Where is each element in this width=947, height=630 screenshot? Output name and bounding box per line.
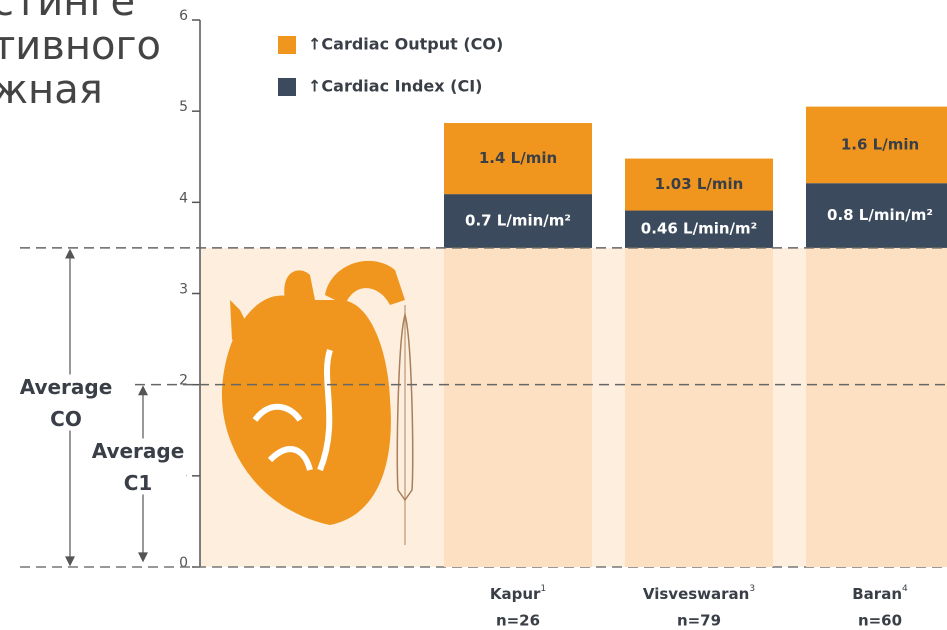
y-tick-label: 3 — [179, 282, 188, 298]
category-name: Kapur — [490, 585, 541, 603]
background-text: тивного — [0, 23, 161, 69]
segment-label: 0.7 L/min/m² — [465, 212, 571, 230]
y-tick-label: 5 — [179, 99, 188, 115]
arrow-head — [66, 250, 74, 258]
legend-swatch — [278, 36, 296, 54]
footnote: 1 — [540, 584, 546, 594]
x-tick-label: Kapur1 — [490, 584, 546, 603]
segment-label: 1.03 L/min — [655, 175, 744, 193]
segment-label: 0.8 L/min/m² — [827, 206, 933, 224]
sample-size: n=79 — [677, 612, 721, 630]
sample-size: n=26 — [496, 612, 540, 630]
bar-column — [444, 248, 592, 567]
sample-size: n=60 — [858, 612, 902, 630]
footnote: 4 — [902, 584, 908, 594]
legend-swatch — [278, 78, 296, 96]
y-tick-label: 2 — [179, 373, 188, 389]
category-name: Baran — [852, 585, 902, 603]
bar-column — [806, 248, 947, 567]
legend-label: ↑Cardiac Output (CO) — [308, 35, 503, 54]
chart: стингетивногожная 0 1 2 3 4 5 6 0.7 L/min/m² 1.4 … — [0, 0, 947, 630]
arrow-head — [139, 553, 147, 561]
footnote: 3 — [749, 584, 755, 594]
x-tick-label: Baran4 — [852, 584, 908, 603]
x-tick-label: Visveswaran3 — [643, 584, 755, 603]
segment-label: 1.6 L/min — [841, 135, 919, 153]
y-tick-label: 0 — [179, 555, 188, 571]
background-text: жная — [0, 67, 103, 113]
arrow-head — [66, 557, 74, 565]
y-tick-label: 4 — [179, 190, 188, 206]
page: стингетивногожная 0 1 2 3 4 5 6 0.7 L/min/m² 1.4 … — [0, 0, 947, 630]
arrow-head — [139, 387, 147, 395]
segment-label: 1.4 L/min — [479, 149, 557, 167]
segment-label: 0.46 L/min/m² — [641, 220, 757, 238]
legend-label: ↑Cardiac Index (CI) — [308, 77, 482, 96]
y-tick-label: 6 — [179, 8, 188, 24]
bar-column — [625, 248, 773, 567]
background-text: стинге — [0, 0, 135, 25]
category-name: Visveswaran — [643, 585, 749, 603]
